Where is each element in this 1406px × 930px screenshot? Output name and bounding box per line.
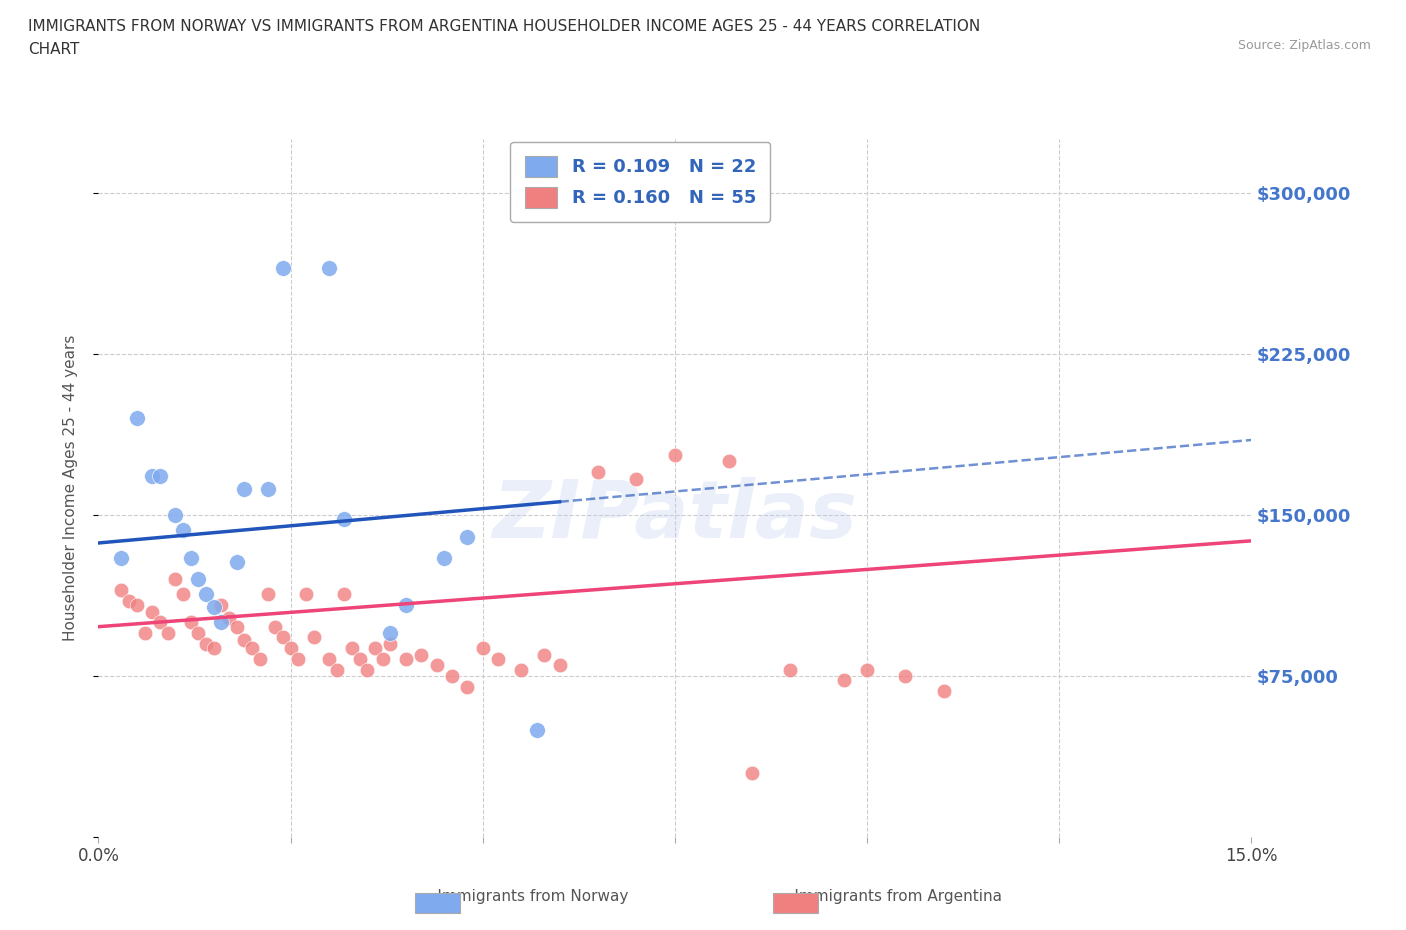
Point: [894, 669, 917, 684]
Point: [233, 632, 256, 647]
Point: [295, 587, 318, 602]
Point: [172, 523, 194, 538]
Point: [225, 555, 247, 570]
Point: [118, 593, 141, 608]
Point: [172, 587, 194, 602]
Point: [110, 583, 132, 598]
Point: [209, 598, 232, 613]
Point: [165, 572, 187, 587]
Point: [533, 647, 555, 662]
Point: [371, 651, 394, 666]
Legend: R = 0.109   N = 22, R = 0.160   N = 55: R = 0.109 N = 22, R = 0.160 N = 55: [510, 141, 770, 222]
Point: [741, 765, 763, 780]
Point: [340, 641, 363, 656]
Point: [510, 662, 533, 677]
Point: [287, 651, 309, 666]
Point: [264, 619, 287, 634]
Point: [202, 641, 225, 656]
Point: [271, 630, 294, 644]
Point: [249, 651, 271, 666]
Point: [456, 679, 478, 694]
Point: [325, 662, 347, 677]
Point: [318, 651, 340, 666]
Point: [932, 684, 955, 698]
Y-axis label: Householder Income Ages 25 - 44 years: Householder Income Ages 25 - 44 years: [63, 335, 77, 642]
Point: [271, 260, 294, 275]
Point: [240, 641, 263, 656]
Point: [110, 551, 132, 565]
Point: [141, 604, 163, 619]
Point: [856, 662, 879, 677]
Point: [486, 651, 509, 666]
Point: [209, 615, 232, 630]
Point: [180, 615, 202, 630]
Point: [395, 651, 418, 666]
Point: [832, 673, 855, 688]
Point: [156, 626, 179, 641]
Text: Source: ZipAtlas.com: Source: ZipAtlas.com: [1237, 39, 1371, 52]
Point: [302, 630, 325, 644]
Point: [364, 641, 387, 656]
Point: [526, 723, 548, 737]
Point: [548, 658, 571, 672]
Point: [134, 626, 156, 641]
Point: [225, 619, 247, 634]
Point: [586, 465, 609, 480]
Point: [411, 647, 433, 662]
Point: [318, 260, 340, 275]
Point: [195, 587, 218, 602]
Point: [456, 529, 478, 544]
Point: [233, 482, 256, 497]
Point: [626, 472, 648, 486]
Point: [125, 411, 148, 426]
Point: [165, 508, 187, 523]
Point: [440, 669, 463, 684]
Text: IMMIGRANTS FROM NORWAY VS IMMIGRANTS FROM ARGENTINA HOUSEHOLDER INCOME AGES 25 -: IMMIGRANTS FROM NORWAY VS IMMIGRANTS FRO…: [28, 19, 980, 33]
Point: [779, 662, 801, 677]
Text: Immigrants from Argentina: Immigrants from Argentina: [769, 889, 1002, 904]
Point: [149, 615, 172, 630]
Point: [256, 587, 278, 602]
Point: [125, 598, 148, 613]
Point: [664, 447, 686, 462]
Point: [256, 482, 278, 497]
Point: [195, 636, 218, 651]
Point: [187, 572, 209, 587]
Point: [202, 600, 225, 615]
Text: CHART: CHART: [28, 42, 80, 57]
Point: [149, 469, 172, 484]
Point: [280, 641, 302, 656]
Point: [380, 626, 402, 641]
Point: [471, 641, 494, 656]
Point: [333, 587, 356, 602]
Point: [187, 626, 209, 641]
Point: [433, 551, 456, 565]
Text: ZIPatlas: ZIPatlas: [492, 477, 858, 555]
Point: [349, 651, 371, 666]
Point: [333, 512, 356, 526]
Point: [380, 636, 402, 651]
Text: Immigrants from Norway: Immigrants from Norway: [412, 889, 628, 904]
Point: [180, 551, 202, 565]
Point: [426, 658, 449, 672]
Point: [141, 469, 163, 484]
Point: [717, 454, 740, 469]
Point: [218, 611, 240, 626]
Point: [395, 598, 418, 613]
Point: [356, 662, 378, 677]
